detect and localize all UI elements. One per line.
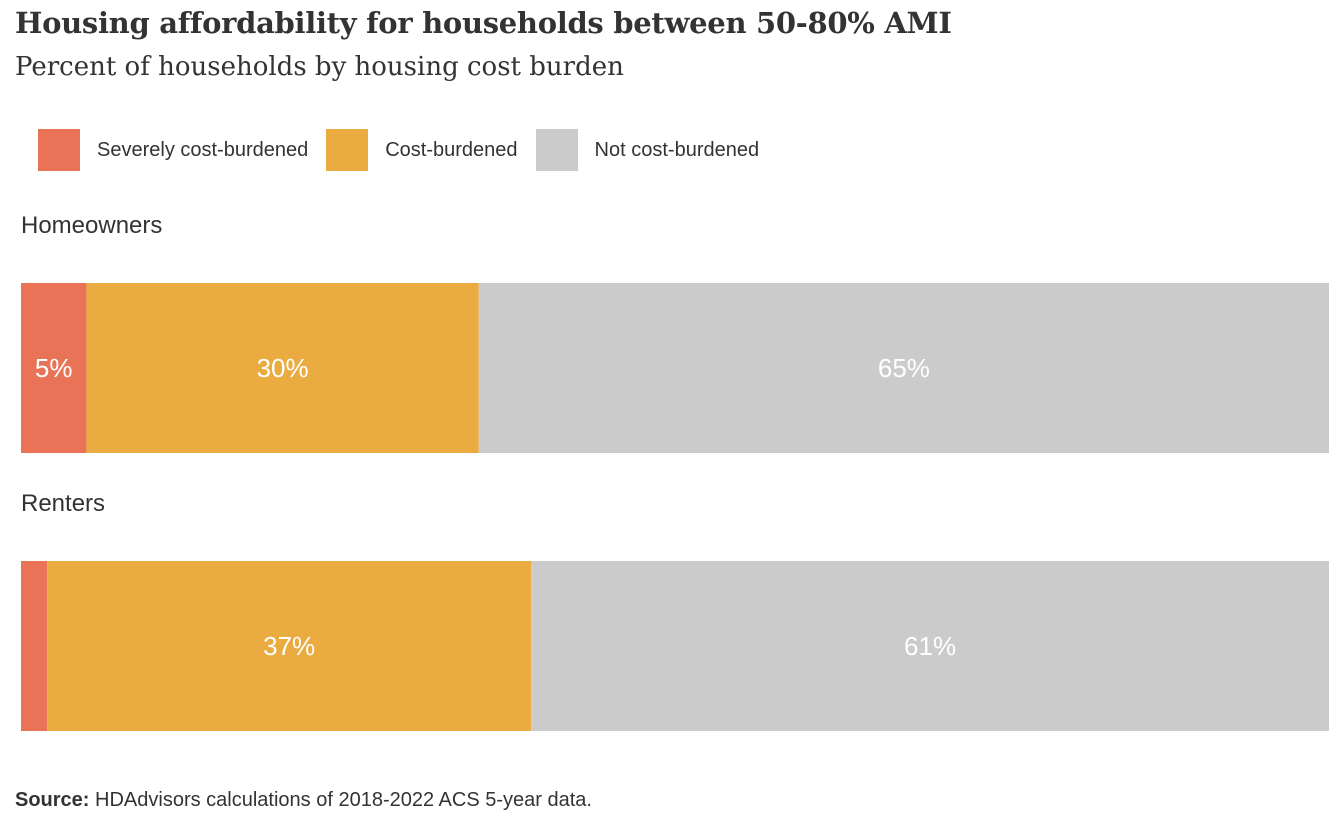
bar-renters-cost-burdened (47, 561, 532, 731)
data-label-renters-cost-burdened: 37% (263, 631, 315, 661)
data-label-homeowners-cost-burdened: 30% (257, 353, 309, 383)
legend-item-severely-cost-burdened: Severely cost-burdened (38, 129, 308, 171)
legend-swatch-not-cost-burdened (535, 129, 578, 171)
data-label-renters-not-cost-burdened: 61% (904, 631, 956, 661)
category-label-homeowners: Homeowners (21, 212, 163, 239)
bar-homeowners-severely-cost-burdened (21, 283, 87, 453)
legend-label-severely-cost-burdened: Severely cost-burdened (97, 138, 309, 161)
chart-subtitle: Percent of households by housing cost bu… (15, 52, 624, 82)
legend-label-cost-burdened: Cost-burdened (385, 138, 518, 161)
legend-swatch-cost-burdened (326, 129, 369, 171)
chart-title: Housing affordability for households bet… (15, 6, 952, 40)
bar-homeowners-cost-burdened (86, 283, 479, 453)
data-label-homeowners-severely-cost-burdened: 5% (35, 353, 73, 383)
legend-swatch-severely-cost-burdened (38, 129, 80, 171)
legend: Severely cost-burdened Cost-burdened Not… (38, 129, 777, 171)
bar-renters-not-cost-burdened (531, 561, 1329, 731)
bar-homeowners-not-cost-burdened (478, 283, 1329, 453)
legend-label-not-cost-burdened: Not cost-burdened (594, 138, 760, 161)
source-prefix: Source: (15, 789, 90, 811)
data-label-homeowners-not-cost-burdened: 65% (878, 353, 930, 383)
category-label-renters: Renters (21, 490, 106, 517)
bar-renters-severely-cost-burdened (21, 561, 48, 731)
source-note: Source: HDAdvisors calculations of 2018-… (15, 789, 592, 812)
source-text: HDAdvisors calculations of 2018-2022 ACS… (89, 789, 592, 811)
legend-item-cost-burdened: Cost-burdened (326, 129, 518, 171)
legend-item-not-cost-burdened: Not cost-burdened (535, 129, 760, 171)
